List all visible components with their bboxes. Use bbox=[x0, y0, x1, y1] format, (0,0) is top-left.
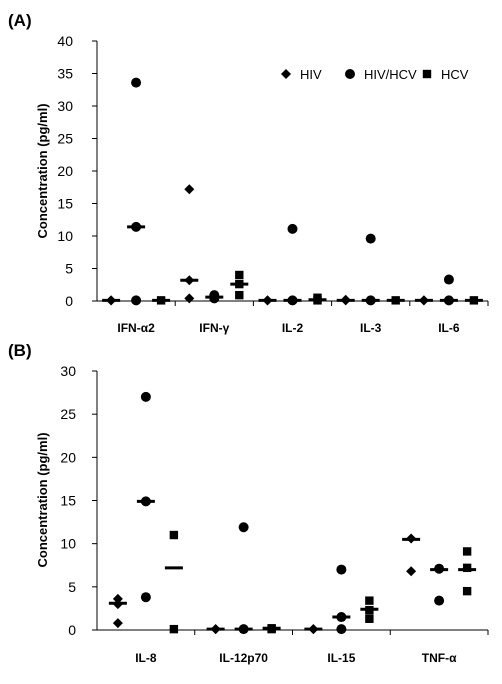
y-tick-label: 10 bbox=[57, 228, 73, 244]
panel-label: (A) bbox=[8, 11, 32, 30]
y-tick-label: 30 bbox=[60, 363, 76, 379]
series-hiv-hcv bbox=[136, 391, 449, 635]
category-label-il-12p70: IL-12p70 bbox=[219, 651, 268, 665]
series-hcv bbox=[152, 270, 483, 305]
category-label-il-2: IL-2 bbox=[282, 321, 304, 335]
data-point bbox=[365, 596, 374, 605]
y-tick-label: 5 bbox=[65, 261, 73, 277]
y-tick-label: 40 bbox=[57, 33, 73, 49]
category-label-il-8: IL-8 bbox=[135, 651, 157, 665]
data-point bbox=[336, 624, 347, 635]
panel-b: (B) 0 5 10 15 20 25 30 IL-8 IL-12p70 IL-15 TNF-α Con… bbox=[8, 341, 489, 665]
panel-label: (B) bbox=[8, 341, 32, 360]
y-tick-label: 30 bbox=[57, 98, 73, 114]
y-tick-label: 15 bbox=[57, 196, 73, 212]
data-point bbox=[140, 592, 151, 603]
y-tick-label: 0 bbox=[65, 293, 73, 309]
y-tick-label: 15 bbox=[60, 493, 76, 509]
y-tick-label: 10 bbox=[60, 536, 76, 552]
legend-label-hiv-hcv: HIV/HCV bbox=[364, 67, 417, 82]
series-hcv bbox=[164, 530, 477, 634]
y-axis-title: Concentration (pg/ml) bbox=[35, 103, 50, 238]
series-hiv-hcv bbox=[127, 77, 458, 306]
series-hiv bbox=[102, 184, 433, 306]
data-point bbox=[434, 595, 445, 606]
data-point bbox=[462, 586, 472, 596]
y-tick-label: 5 bbox=[68, 579, 76, 595]
data-point bbox=[462, 563, 472, 573]
legend: HIV HIV/HCV HCV bbox=[281, 67, 469, 82]
data-point bbox=[462, 547, 472, 556]
y-tick-label: 25 bbox=[60, 406, 76, 422]
y-tick-label: 0 bbox=[68, 622, 76, 638]
data-point bbox=[169, 530, 179, 540]
y-tick-label: 35 bbox=[57, 66, 73, 82]
data-point bbox=[365, 614, 374, 623]
category-label-il-3: IL-3 bbox=[360, 321, 382, 335]
panel-a: (A) 0 5 10 15 20 25 30 35 40 IFN-α2 IFN-γ IL-2 IL-3 IL… bbox=[8, 11, 489, 335]
data-point bbox=[131, 77, 142, 88]
data-point bbox=[443, 274, 454, 285]
data-point bbox=[287, 223, 298, 234]
y-tick-label: 20 bbox=[60, 449, 76, 465]
data-point bbox=[365, 233, 376, 244]
data-point bbox=[112, 618, 123, 629]
category-label-ifn-2: IFN-α2 bbox=[117, 321, 155, 335]
data-point bbox=[406, 566, 417, 577]
data-point bbox=[235, 270, 244, 280]
series-hiv bbox=[108, 533, 421, 635]
y-tick-label: 20 bbox=[57, 163, 73, 179]
legend-label-hcv: HCV bbox=[441, 67, 469, 82]
data-point bbox=[336, 564, 347, 575]
data-point bbox=[112, 593, 123, 604]
legend-marker-hcv bbox=[422, 69, 432, 79]
data-point bbox=[235, 290, 244, 300]
legend-marker-hiv-hcv bbox=[345, 69, 355, 79]
category-label-il-6: IL-6 bbox=[438, 321, 460, 335]
data-point bbox=[184, 184, 195, 195]
category-label-ifn: IFN-γ bbox=[199, 321, 229, 335]
legend-marker-hiv bbox=[281, 69, 291, 79]
data-point bbox=[184, 293, 195, 304]
category-label-tnf: TNF-α bbox=[422, 651, 457, 665]
y-tick-label: 25 bbox=[57, 131, 73, 147]
category-label-il-15: IL-15 bbox=[327, 651, 355, 665]
data-point bbox=[169, 624, 179, 634]
data-point bbox=[131, 295, 142, 306]
y-axis-title: Concentration (pg/ml) bbox=[35, 432, 50, 567]
data-point bbox=[238, 522, 249, 533]
legend-label-hiv: HIV bbox=[300, 67, 322, 82]
data-point bbox=[140, 391, 151, 402]
